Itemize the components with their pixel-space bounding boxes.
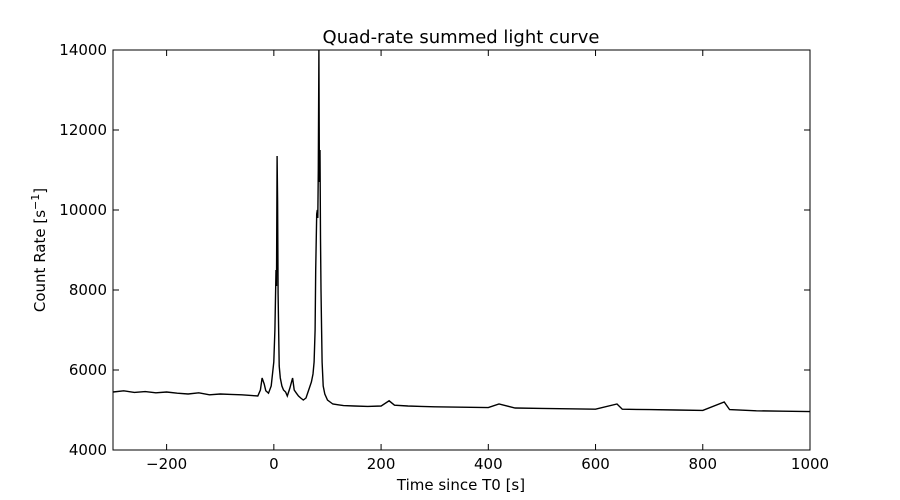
x-tick-label: 400 [474,455,503,473]
y-tick-label: 8000 [69,281,107,299]
y-axis-label-end: ] [31,188,49,194]
y-axis-label-superscript: −1 [29,194,42,210]
y-axis-label-main: Count Rate [s [31,210,49,312]
y-tick-label: 6000 [69,361,107,379]
x-tick-label: 0 [269,455,279,473]
light-curve-line [112,49,811,413]
chart-title: Quad-rate summed light curve [323,27,600,48]
y-tick-label: 4000 [69,441,107,459]
x-tick-label: 200 [367,455,396,473]
y-tick-label: 12000 [59,121,107,139]
x-axis-label: Time since T0 [s] [396,476,525,494]
y-axis: 4000 6000 8000 10000 12000 14000 [59,41,810,459]
plot-area [112,49,811,413]
x-axis: −200 0 200 400 600 800 1000 [146,50,829,473]
x-tick-label: −200 [146,455,187,473]
y-tick-label: 10000 [59,201,107,219]
y-axis-label: Count Rate [s−1] [29,188,49,312]
x-tick-label: 600 [581,455,610,473]
x-tick-label: 1000 [791,455,829,473]
y-tick-label: 14000 [59,41,107,59]
plot-frame [112,49,811,451]
x-tick-label: 800 [688,455,717,473]
